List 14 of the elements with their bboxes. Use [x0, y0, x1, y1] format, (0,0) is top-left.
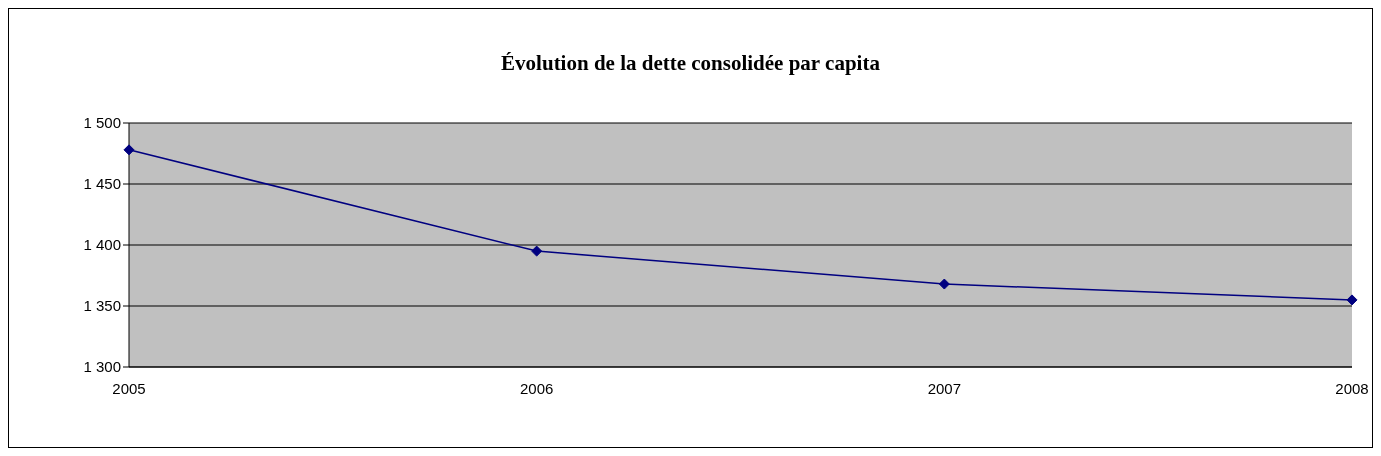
chart-title: Évolution de la dette consolidée par capita: [500, 51, 881, 76]
point: [123, 144, 135, 156]
x-tick-label: 2007: [927, 379, 962, 397]
point: [938, 278, 950, 290]
y-tick-label: 1 400: [83, 236, 121, 254]
y-tick-label: 1 500: [83, 114, 121, 132]
x-tick-label: 2006: [519, 379, 554, 397]
y-tick-label: 1 300: [83, 358, 121, 376]
x-tick-label: 2005: [112, 379, 146, 397]
point: [531, 245, 543, 257]
y-tick-label: 1 450: [83, 175, 121, 193]
y-tick-label: 1 350: [83, 297, 121, 315]
x-tick-label: 2008: [1335, 379, 1369, 397]
point: [1346, 294, 1358, 306]
